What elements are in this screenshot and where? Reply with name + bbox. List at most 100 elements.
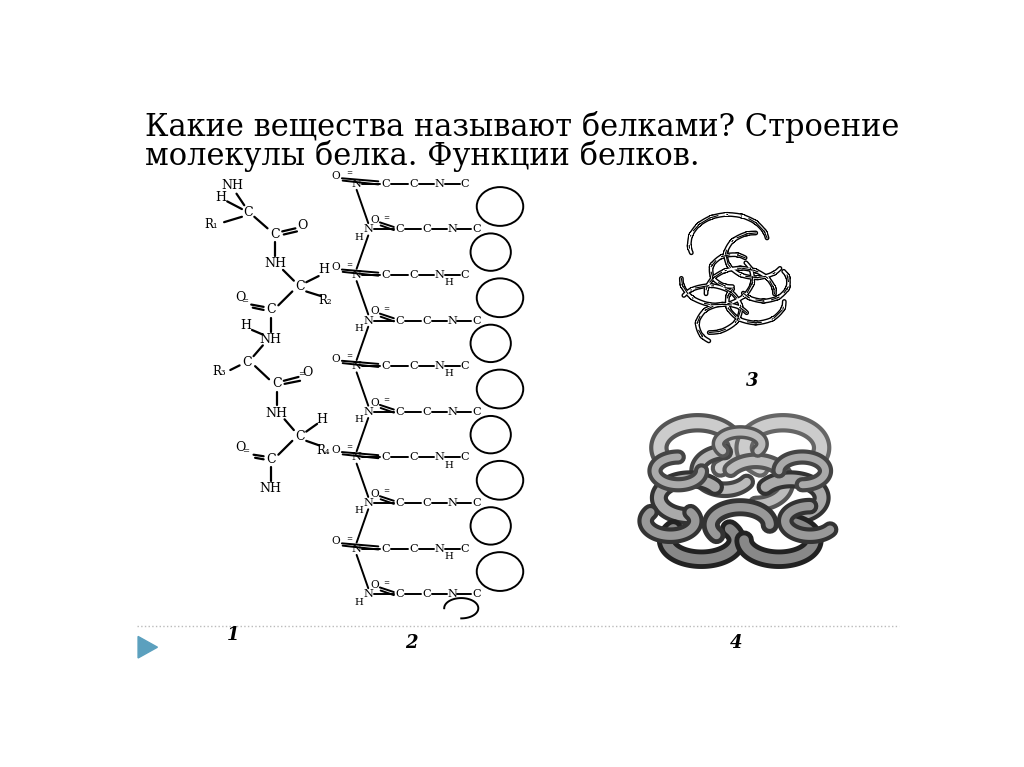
- Text: =: =: [346, 352, 352, 360]
- Text: O: O: [332, 262, 340, 272]
- Text: NH: NH: [221, 179, 244, 193]
- Text: R₂: R₂: [318, 295, 332, 308]
- Text: NH: NH: [260, 482, 282, 495]
- Text: 4: 4: [730, 634, 742, 652]
- Text: N: N: [351, 179, 361, 189]
- Text: N: N: [447, 498, 457, 508]
- Text: H: H: [354, 415, 364, 424]
- Text: H: H: [444, 461, 454, 469]
- Text: O: O: [370, 489, 379, 499]
- Text: O: O: [370, 580, 379, 590]
- Text: C: C: [472, 589, 481, 599]
- Text: O: O: [332, 354, 340, 364]
- Text: N: N: [447, 407, 457, 416]
- Text: =: =: [242, 298, 249, 305]
- Text: N: N: [351, 270, 361, 280]
- Polygon shape: [138, 637, 158, 658]
- Text: N: N: [364, 407, 373, 416]
- Text: =: =: [383, 214, 389, 222]
- Text: C: C: [395, 224, 403, 234]
- Text: C: C: [472, 498, 481, 508]
- Text: =: =: [346, 170, 352, 178]
- Text: C: C: [422, 315, 431, 325]
- Text: =: =: [346, 443, 352, 452]
- Text: N: N: [447, 224, 457, 234]
- Text: C: C: [409, 179, 418, 189]
- Text: N: N: [351, 544, 361, 554]
- Text: 3: 3: [745, 372, 758, 390]
- Text: C: C: [422, 407, 431, 416]
- Text: C: C: [409, 544, 418, 554]
- Text: O: O: [297, 219, 307, 232]
- Text: C: C: [381, 544, 389, 554]
- Text: H: H: [316, 413, 328, 426]
- Text: 1: 1: [226, 626, 239, 644]
- Text: C: C: [422, 224, 431, 234]
- Text: H: H: [444, 370, 454, 378]
- Text: C: C: [244, 206, 253, 219]
- Text: O: O: [332, 536, 340, 546]
- Text: NH: NH: [266, 407, 288, 420]
- Text: =: =: [346, 535, 352, 543]
- Text: N: N: [434, 544, 444, 554]
- Text: O: O: [370, 215, 379, 225]
- Text: H: H: [354, 324, 364, 333]
- Text: =: =: [383, 579, 389, 587]
- Text: =: =: [243, 448, 249, 456]
- Text: C: C: [409, 361, 418, 371]
- Text: N: N: [351, 453, 361, 463]
- Text: C: C: [461, 453, 469, 463]
- Text: N: N: [364, 498, 373, 508]
- Text: O: O: [370, 306, 379, 316]
- Text: N: N: [434, 179, 444, 189]
- Text: N: N: [434, 453, 444, 463]
- Text: Какие вещества называют белками? Строение: Какие вещества называют белками? Строени…: [145, 111, 899, 143]
- Text: NH: NH: [264, 257, 287, 270]
- Text: C: C: [381, 179, 389, 189]
- Text: O: O: [370, 397, 379, 407]
- Text: C: C: [295, 430, 305, 443]
- Text: R₃: R₃: [212, 365, 225, 378]
- Text: C: C: [472, 224, 481, 234]
- Text: C: C: [395, 407, 403, 416]
- Text: C: C: [422, 589, 431, 599]
- Text: N: N: [434, 270, 444, 280]
- Text: C: C: [461, 179, 469, 189]
- Text: N: N: [447, 589, 457, 599]
- Text: R₄: R₄: [316, 443, 330, 456]
- Text: N: N: [351, 361, 361, 371]
- Text: H: H: [354, 597, 364, 607]
- Text: C: C: [272, 377, 282, 390]
- Text: C: C: [395, 498, 403, 508]
- Text: =: =: [298, 370, 305, 379]
- Text: H: H: [317, 263, 329, 276]
- Text: C: C: [461, 361, 469, 371]
- Text: C: C: [409, 453, 418, 463]
- Text: O: O: [236, 440, 246, 453]
- Text: N: N: [447, 315, 457, 325]
- Text: C: C: [381, 453, 389, 463]
- Text: C: C: [472, 315, 481, 325]
- Text: O: O: [236, 291, 246, 304]
- Text: =: =: [383, 305, 389, 313]
- Text: H: H: [444, 552, 454, 561]
- Text: O: O: [302, 366, 312, 379]
- Text: =: =: [383, 488, 389, 495]
- Text: N: N: [364, 224, 373, 234]
- Text: C: C: [472, 407, 481, 416]
- Text: N: N: [364, 315, 373, 325]
- Text: O: O: [332, 171, 340, 181]
- Text: H: H: [241, 319, 251, 332]
- Text: молекулы белка. Функции белков.: молекулы белка. Функции белков.: [145, 140, 699, 172]
- Text: H: H: [444, 278, 454, 287]
- Text: =: =: [383, 397, 389, 404]
- Text: C: C: [266, 453, 275, 466]
- Text: =: =: [346, 261, 352, 269]
- Text: NH: NH: [260, 333, 282, 346]
- Text: O: O: [332, 445, 340, 455]
- Text: C: C: [381, 270, 389, 280]
- Text: N: N: [364, 589, 373, 599]
- Text: C: C: [243, 356, 252, 369]
- Text: N: N: [434, 361, 444, 371]
- Text: C: C: [422, 498, 431, 508]
